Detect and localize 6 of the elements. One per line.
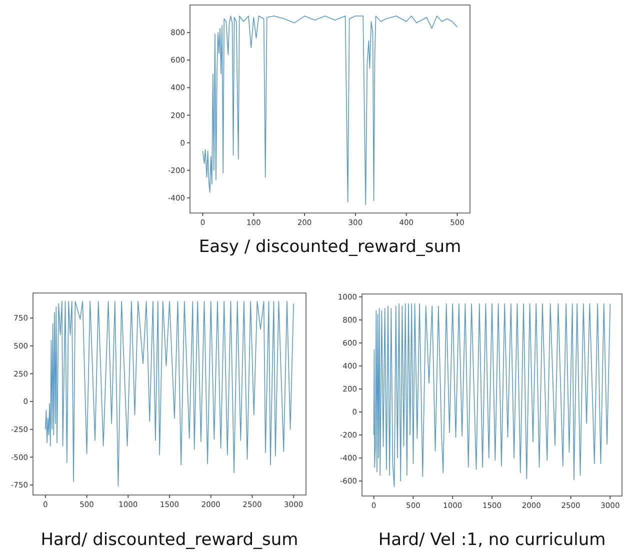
line-series: [202, 16, 458, 206]
line-series: [373, 303, 611, 488]
line-series: [45, 300, 294, 486]
text: Hard/ Vel :1, no curriculum: [378, 530, 606, 550]
text: Easy / discounted_reward_sum: [198, 237, 462, 257]
text: Hard/ discounted_reward_sum: [40, 530, 298, 550]
